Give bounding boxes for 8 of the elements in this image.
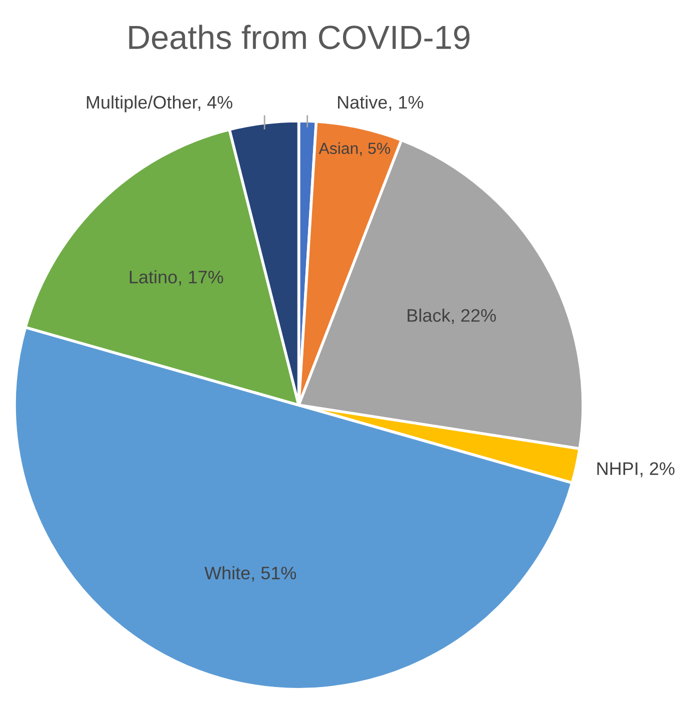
slice-label: NHPI, 2%: [597, 462, 674, 478]
chart-title: Deaths from COVID-19: [129, 24, 470, 50]
slice-label: White, 51%: [204, 566, 296, 582]
slice-label: Native, 1%: [338, 95, 424, 111]
slice-label: Latino, 17%: [130, 270, 224, 286]
slice-label: Black, 22%: [408, 308, 496, 324]
slice-label: Asian, 5%: [318, 142, 390, 156]
slice-label: Multiple/Other, 4%: [86, 95, 232, 112]
